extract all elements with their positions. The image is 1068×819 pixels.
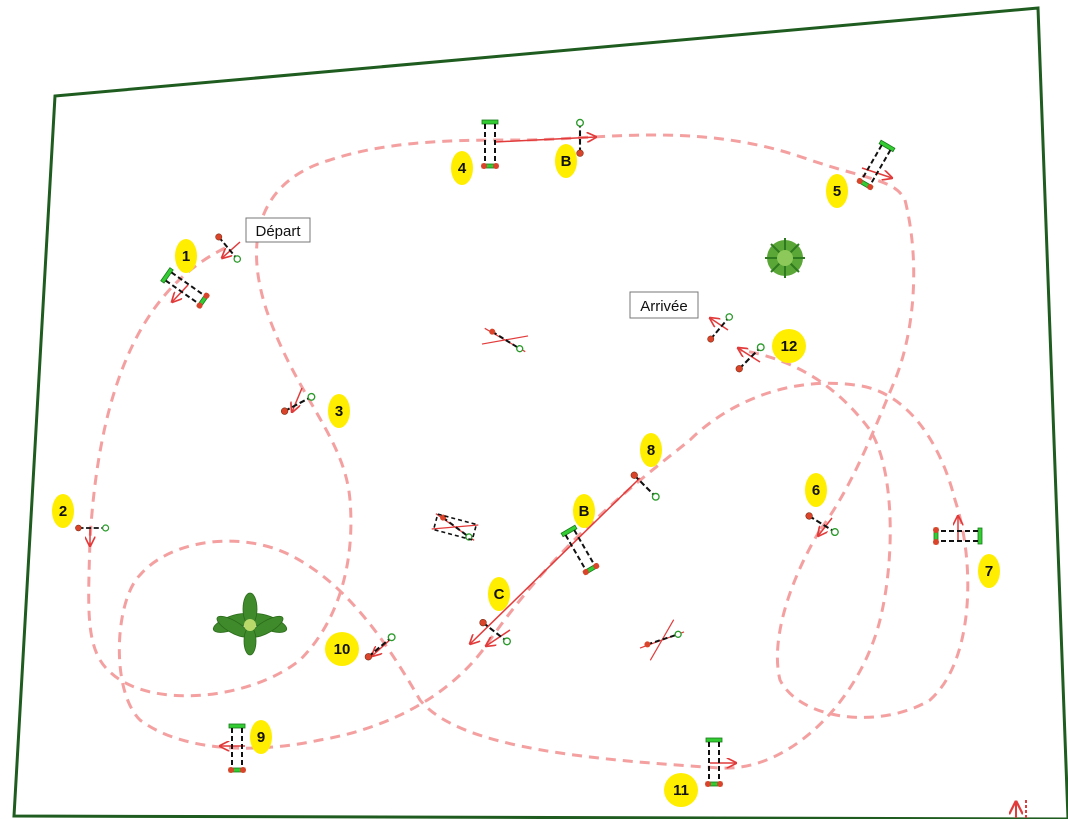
palm-tree-icon (212, 592, 288, 656)
marker-12: 12 (772, 329, 806, 363)
svg-text:3: 3 (335, 403, 343, 420)
marker-b-middle: B (573, 494, 595, 528)
marker-4: 4 (451, 151, 473, 185)
svg-text:Départ: Départ (255, 223, 301, 240)
svg-text:Arrivée: Arrivée (640, 298, 688, 315)
marker-3: 3 (328, 394, 350, 428)
direction-arrows (90, 137, 958, 763)
svg-text:1: 1 (182, 248, 190, 265)
svg-text:10: 10 (334, 641, 351, 658)
svg-text:4: 4 (458, 160, 467, 177)
svg-text:C: C (494, 586, 505, 603)
svg-text:2: 2 (59, 503, 67, 520)
marker-1: 1 (175, 239, 197, 273)
marker-c: C (488, 577, 510, 611)
marker-5: 5 (826, 174, 848, 208)
svg-text:8: 8 (647, 442, 655, 459)
svg-text:B: B (561, 153, 572, 170)
svg-text:12: 12 (781, 338, 798, 355)
svg-text:7: 7 (985, 563, 993, 580)
gate-arrow-icon (1016, 800, 1027, 818)
finish-label: Arrivée (629, 291, 699, 319)
svg-text:9: 9 (257, 729, 265, 746)
marker-6: 6 (805, 473, 827, 507)
marker-7: 7 (978, 554, 1000, 588)
marker-9: 9 (250, 720, 272, 754)
svg-text:5: 5 (833, 183, 841, 200)
svg-text:11: 11 (673, 782, 689, 799)
bush-icon (765, 238, 805, 278)
marker-b-top: B (555, 144, 577, 178)
marker-2: 2 (52, 494, 74, 528)
start-label: Départ (245, 217, 311, 243)
svg-text:B: B (579, 503, 590, 520)
svg-text:6: 6 (812, 482, 820, 499)
marker-10: 10 (325, 632, 359, 666)
course-path (87, 133, 970, 770)
marker-11: 11 (664, 773, 698, 807)
marker-8: 8 (640, 433, 662, 467)
